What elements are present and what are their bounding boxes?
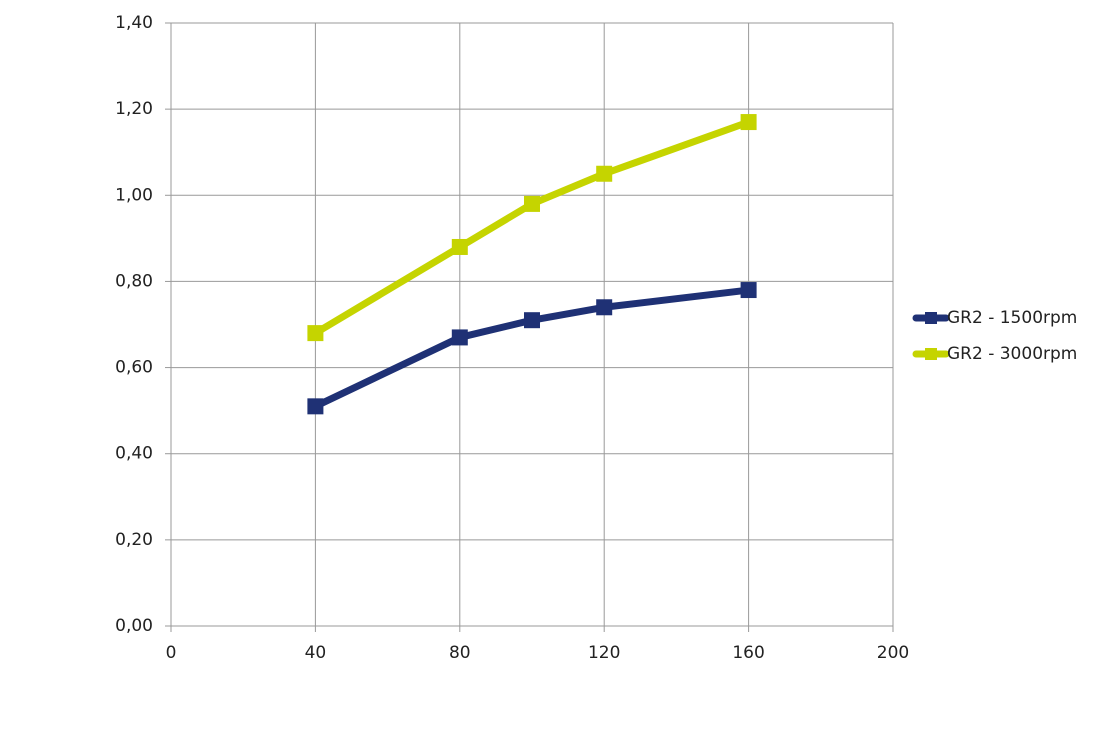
point-marker	[524, 312, 540, 329]
y-tick-label: 0,20	[115, 530, 153, 550]
point-marker	[740, 114, 757, 131]
y-tick-label: 1,00	[115, 185, 153, 205]
point-marker	[596, 299, 613, 316]
point-marker	[307, 398, 324, 415]
y-tick-label: 0,80	[115, 271, 153, 291]
point-marker	[596, 165, 613, 182]
series-line	[313, 118, 750, 337]
point-marker	[451, 238, 468, 255]
x-tick-label: 0	[166, 643, 177, 663]
x-tick-label: 40	[305, 643, 327, 663]
legend-label: GR2 - 3000rpm	[947, 344, 1077, 364]
point-marker	[524, 195, 540, 212]
point-marker	[307, 325, 324, 342]
x-tick-label: 80	[449, 643, 471, 663]
x-tick-label: 200	[877, 643, 909, 663]
x-tick-label: 120	[588, 643, 620, 663]
series-line	[313, 286, 750, 410]
legend-label: GR2 - 1500rpm	[947, 308, 1077, 328]
y-tick-label: 0,00	[115, 616, 153, 636]
y-tick-label: 1,20	[115, 99, 153, 119]
y-tick-label: 1,40	[115, 13, 153, 33]
y-tick-label: 0,60	[115, 358, 153, 378]
y-tick-label: 0,40	[115, 444, 153, 464]
point-marker	[740, 282, 757, 299]
legend-marker	[925, 312, 937, 324]
legend-marker	[925, 348, 937, 360]
point-marker	[451, 329, 468, 346]
x-tick-label: 160	[732, 643, 764, 663]
